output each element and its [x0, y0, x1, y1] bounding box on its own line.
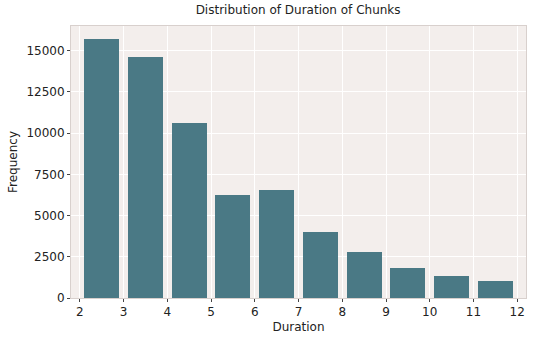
svg-text:Distribution of Duration of Ch: Distribution of Duration of Chunks	[196, 3, 401, 17]
svg-text:4: 4	[163, 305, 171, 319]
svg-text:15000: 15000	[26, 44, 64, 58]
svg-text:0: 0	[57, 291, 65, 305]
svg-text:Duration: Duration	[272, 320, 324, 334]
svg-text:9: 9	[382, 305, 390, 319]
svg-text:10: 10	[422, 305, 437, 319]
svg-text:12: 12	[510, 305, 525, 319]
svg-text:7: 7	[295, 305, 303, 319]
svg-text:2500: 2500	[34, 250, 65, 264]
svg-text:11: 11	[466, 305, 481, 319]
svg-text:10000: 10000	[26, 126, 64, 140]
svg-text:Frequency: Frequency	[6, 131, 20, 193]
svg-text:5: 5	[207, 305, 215, 319]
svg-text:5000: 5000	[34, 209, 65, 223]
svg-text:12500: 12500	[26, 85, 64, 99]
svg-text:8: 8	[338, 305, 346, 319]
svg-text:7500: 7500	[34, 168, 65, 182]
svg-text:6: 6	[251, 305, 259, 319]
svg-text:2: 2	[76, 305, 84, 319]
svg-text:3: 3	[120, 305, 128, 319]
